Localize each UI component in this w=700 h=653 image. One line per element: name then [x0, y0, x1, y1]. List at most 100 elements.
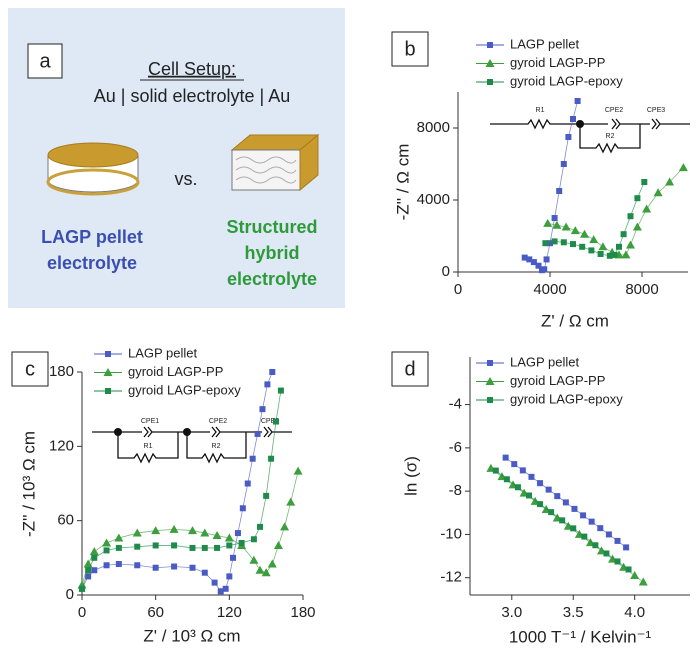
left-label: LAGP pellet — [41, 227, 143, 247]
right-label: Structured — [226, 217, 317, 237]
marker — [535, 262, 542, 269]
y-tick-label: 4000 — [417, 191, 450, 208]
legend-label: gyroid LAGP-epoxy — [128, 382, 241, 397]
marker — [226, 573, 233, 580]
x-tick-label: 120 — [217, 604, 242, 621]
marker — [541, 266, 548, 273]
marker — [570, 241, 576, 248]
marker — [653, 188, 663, 197]
marker — [562, 499, 569, 506]
marker — [621, 250, 631, 259]
y-tick-label: 60 — [57, 512, 74, 529]
marker — [560, 239, 567, 246]
circuit-label: R1 — [144, 443, 153, 450]
marker — [630, 571, 640, 580]
left-label: electrolyte — [47, 253, 137, 273]
marker — [238, 539, 245, 546]
marker — [280, 522, 290, 531]
marker — [189, 564, 196, 571]
versus: vs. — [174, 169, 197, 189]
panel-label-box — [391, 31, 429, 67]
marker — [487, 79, 493, 85]
circuit-label: CPE2 — [605, 107, 623, 114]
marker — [115, 544, 122, 551]
marker — [614, 558, 621, 565]
marker — [485, 377, 495, 385]
marker — [255, 565, 265, 574]
circuit-label: CPE2 — [209, 418, 227, 425]
marker — [102, 538, 112, 547]
circuit-label: R1 — [536, 107, 545, 114]
marker — [543, 256, 550, 263]
circuit — [92, 426, 292, 464]
y-tick-label: 0 — [66, 586, 74, 603]
marker — [634, 195, 641, 202]
marker — [214, 544, 221, 551]
marker — [502, 454, 509, 461]
series-line — [547, 167, 684, 256]
marker — [272, 418, 279, 425]
marker — [543, 218, 553, 227]
marker — [134, 562, 141, 569]
x-axis-label: Z' / 10³ Ω cm — [143, 626, 240, 645]
marker — [597, 251, 604, 257]
marker — [79, 585, 85, 592]
marker — [277, 387, 284, 394]
legend-label: gyroid LAGP-PP — [128, 364, 223, 379]
marker — [570, 116, 576, 122]
y-tick-label: 0 — [442, 263, 450, 280]
marker — [530, 259, 537, 266]
marker — [189, 544, 196, 551]
marker — [665, 177, 675, 186]
marker — [554, 493, 561, 500]
marker — [560, 161, 567, 167]
marker — [85, 567, 92, 574]
marker — [606, 252, 613, 259]
marker — [623, 544, 630, 551]
marker — [91, 567, 98, 574]
marker — [492, 467, 499, 474]
marker — [224, 533, 234, 542]
marker — [611, 251, 618, 258]
marker — [267, 559, 277, 568]
marker — [85, 573, 92, 580]
marker — [579, 243, 586, 250]
marker — [222, 585, 229, 592]
legend-label: gyroid LAGP-epoxy — [510, 73, 623, 88]
x-tick-label: 180 — [290, 604, 315, 621]
marker — [521, 254, 528, 261]
y-tick-label: -8 — [449, 482, 462, 499]
circuit-label: CPE1 — [141, 418, 159, 425]
marker — [678, 163, 688, 172]
panel-label-box — [27, 43, 63, 79]
marker — [264, 381, 271, 388]
x-tick-label: 3.5 — [563, 604, 584, 621]
panel-label: d — [404, 358, 415, 380]
y-tick-label: -4 — [449, 396, 462, 413]
marker — [632, 222, 642, 231]
circuit — [490, 118, 690, 154]
marker — [537, 501, 544, 508]
marker — [115, 561, 122, 568]
block — [230, 133, 320, 192]
marker — [152, 564, 159, 571]
marker — [134, 543, 141, 550]
marker — [249, 555, 259, 564]
marker — [487, 360, 493, 366]
heading: Cell Setup: — [148, 59, 236, 79]
y-axis-label: ln (σ) — [401, 456, 420, 496]
marker — [485, 59, 495, 67]
x-axis-label: 1000 T⁻¹ / Kelvin⁻¹ — [509, 627, 652, 646]
circuit-label: R2 — [606, 133, 615, 140]
marker — [545, 486, 552, 493]
y-tick-label: 8000 — [417, 119, 450, 136]
x-tick-label: 60 — [147, 604, 164, 621]
x-tick-label: 4.0 — [624, 604, 645, 621]
marker — [626, 240, 635, 249]
marker — [537, 480, 544, 487]
legend-label: LAGP pellet — [510, 36, 580, 51]
marker — [201, 544, 208, 551]
marker — [627, 213, 634, 220]
marker — [257, 523, 264, 530]
marker — [188, 526, 197, 535]
